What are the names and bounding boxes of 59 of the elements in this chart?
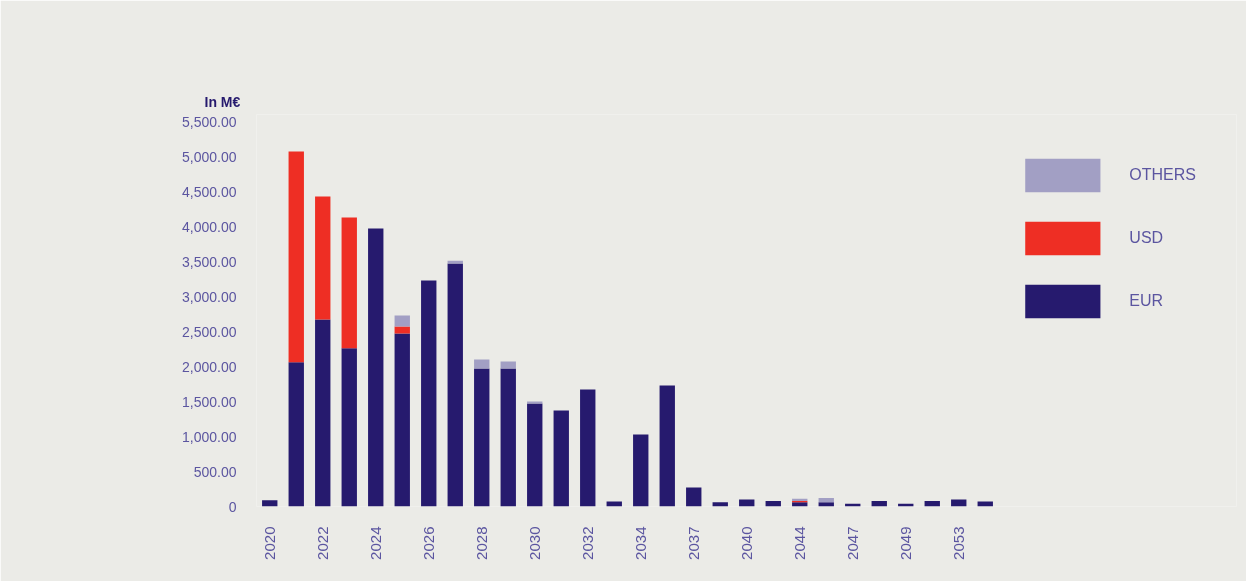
y-tick-label: 3,000.00: [182, 288, 237, 305]
bar: [633, 434, 649, 507]
y-tick-label: 2,500.00: [182, 323, 237, 340]
x-tick-label: 2022: [313, 526, 331, 560]
bar: [580, 389, 596, 507]
bar: [500, 361, 516, 369]
bar: [262, 500, 278, 507]
x-tick-label: 2044: [790, 526, 808, 560]
bar: [288, 362, 304, 507]
x-tick-label: 2049: [896, 526, 914, 560]
bar: [712, 502, 728, 507]
bar: [421, 280, 437, 507]
legend-label: USD: [1129, 229, 1164, 247]
bar: [474, 368, 490, 507]
x-tick-label: 2028: [472, 526, 490, 560]
x-tick-label: 2032: [578, 526, 596, 560]
x-tick-label: 2040: [737, 526, 755, 560]
y-axis-title: In M€: [204, 93, 241, 110]
y-tick-label: 5,000.00: [182, 148, 237, 165]
x-tick-label: 2026: [419, 526, 437, 560]
bar: [474, 359, 490, 369]
bar: [527, 401, 543, 404]
bar: [500, 368, 516, 507]
bar: [447, 263, 463, 507]
y-tick-label: 500.00: [193, 463, 237, 480]
legend-label: EUR: [1129, 292, 1164, 310]
bar: [368, 228, 384, 507]
bar: [659, 385, 675, 507]
x-tick-label: 2024: [366, 526, 384, 560]
y-tick-label: 4,000.00: [182, 218, 237, 235]
bar: [394, 333, 410, 507]
bar: [288, 151, 304, 363]
bar: [818, 502, 834, 507]
bar: [553, 410, 569, 507]
bar: [394, 315, 410, 327]
y-tick-label: 2,000.00: [182, 358, 237, 375]
bar: [527, 403, 543, 507]
bar: [818, 498, 834, 503]
bar: [447, 260, 463, 264]
x-tick-label: 2047: [843, 526, 861, 560]
y-tick-label: 3,500.00: [182, 253, 237, 270]
bar: [792, 502, 808, 507]
x-tick-label: 2020: [260, 526, 278, 560]
x-tick-label: 2030: [525, 526, 543, 560]
bar: [315, 196, 331, 320]
bar: [394, 326, 410, 334]
x-tick-label: 2034: [631, 526, 649, 560]
bar: [315, 319, 331, 507]
legend-label: OTHERS: [1129, 166, 1196, 184]
y-tick-label: 5,500.00: [182, 113, 237, 130]
bar: [686, 487, 702, 507]
x-tick-label: 2053: [949, 526, 967, 560]
bar: [341, 348, 357, 507]
y-tick-label: 4,500.00: [182, 183, 237, 200]
x-tick-label: 2037: [684, 526, 702, 560]
y-tick-label: 1,500.00: [182, 393, 237, 410]
bar: [341, 217, 357, 349]
y-tick-label: 1,000.00: [182, 428, 237, 445]
y-tick-label: 0: [228, 498, 237, 515]
